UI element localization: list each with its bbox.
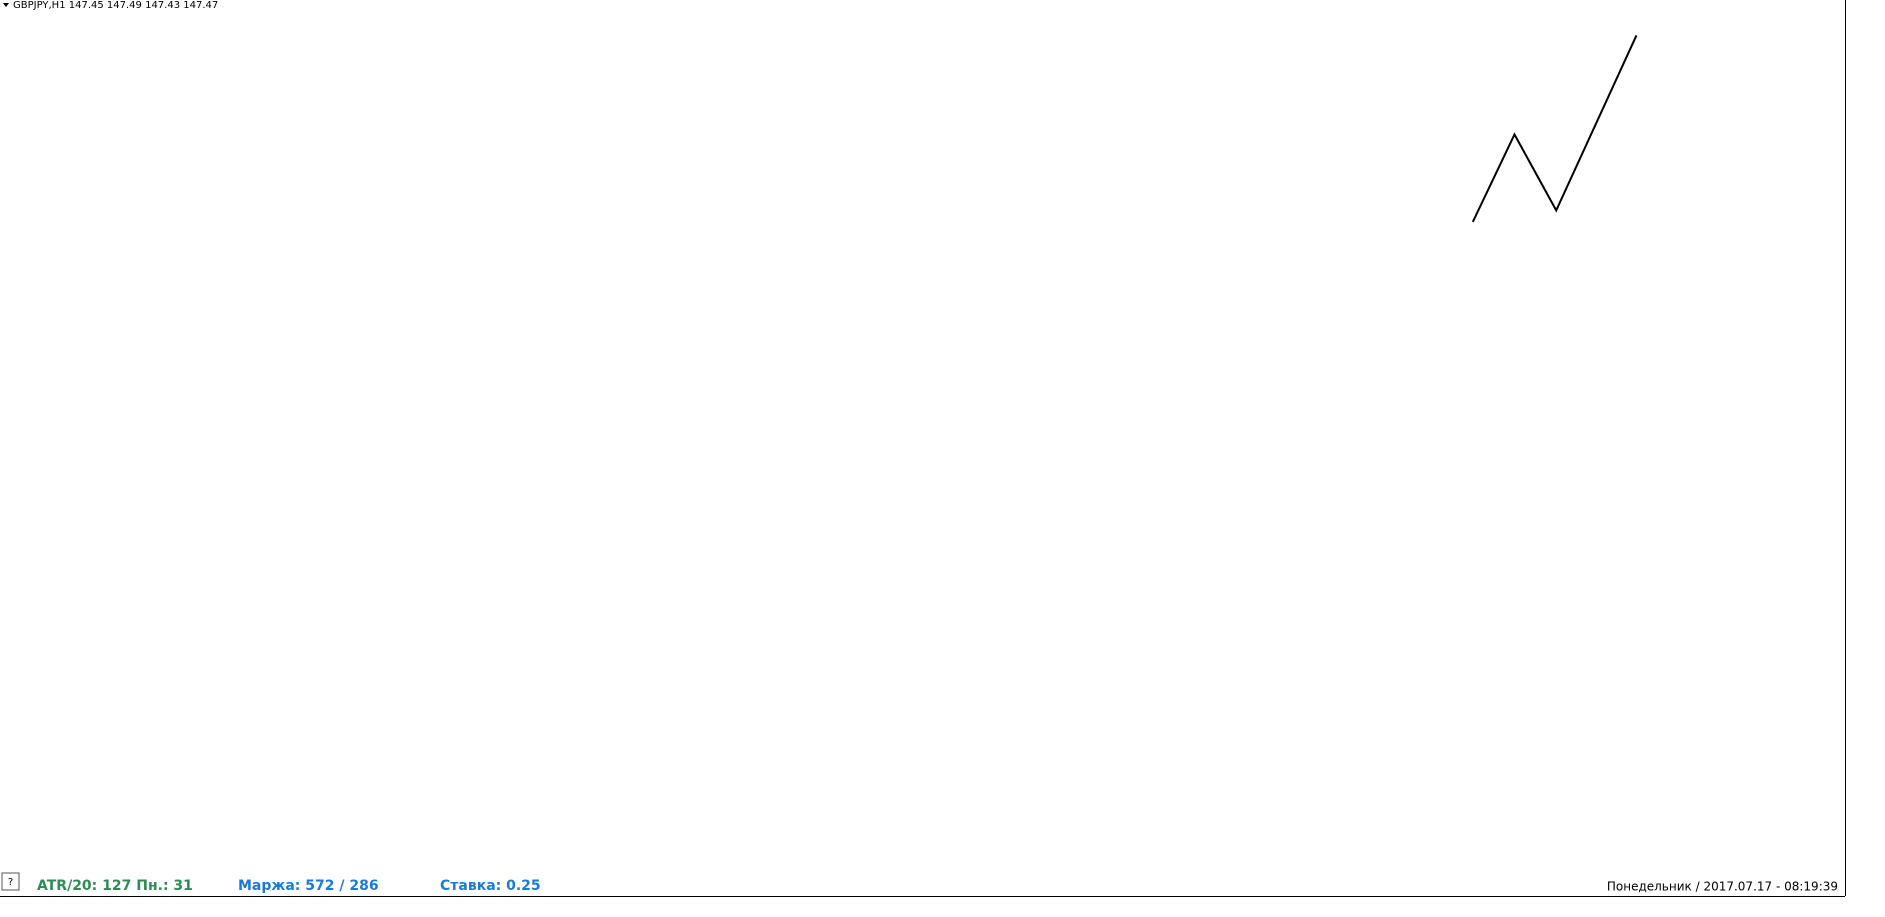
- help-text[interactable]: ?: [8, 877, 13, 888]
- atr-info: ATR/20: 127 Пн.: 31: [37, 878, 193, 894]
- chart-title: GBPJPY,H1 147.45 147.49 147.43 147.47: [13, 0, 218, 11]
- margin-info: Маржа: 572 / 286: [238, 878, 379, 894]
- clock-info: Понедельник / 2017.07.17 - 08:19:39: [1607, 880, 1838, 894]
- overlay-layer: [1471, 35, 1638, 223]
- projection-line: [1471, 35, 1638, 223]
- help-button[interactable]: [1, 872, 20, 891]
- collapse-arrow[interactable]: [3, 3, 9, 7]
- rate-info: Ставка: 0.25: [440, 878, 541, 894]
